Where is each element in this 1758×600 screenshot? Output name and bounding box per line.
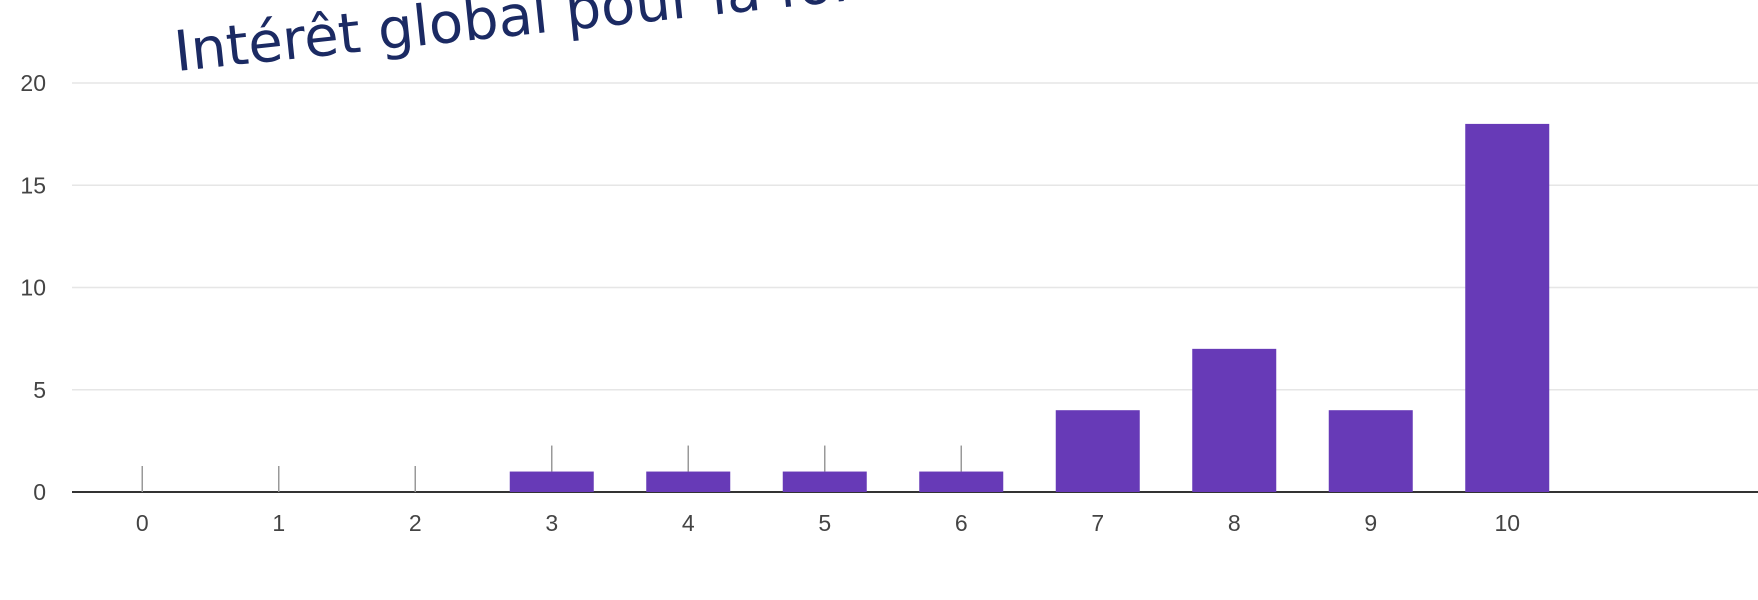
- y-tick-label: 20: [20, 70, 46, 96]
- x-tick-label: 10: [1494, 510, 1520, 536]
- x-tick-label: 5: [818, 510, 831, 536]
- bar: [919, 471, 1004, 492]
- bar: [646, 471, 731, 492]
- y-tick-label: 10: [20, 275, 46, 301]
- x-tick-label: 1: [272, 510, 285, 536]
- bar: [1465, 123, 1550, 493]
- x-tick-label: 8: [1228, 510, 1241, 536]
- value-label: 4 (10, 8 %): [0, 126, 79, 143]
- x-tick-label: 2: [409, 510, 422, 536]
- y-tick-label: 15: [20, 172, 46, 198]
- value-label: 7 (18, 9 %): [0, 144, 79, 161]
- bar: [509, 471, 594, 492]
- x-tick-label: 9: [1364, 510, 1377, 536]
- bar: [1192, 348, 1277, 492]
- x-tick-label: 7: [1091, 510, 1104, 536]
- y-tick-label: 0: [33, 479, 46, 505]
- y-tick-label: 5: [33, 377, 46, 403]
- bar: [1055, 410, 1140, 492]
- value-label: 4 (10, 8 %): [0, 162, 79, 179]
- x-tick-label: 0: [136, 510, 149, 536]
- bar: [782, 471, 867, 492]
- x-tick-label: 4: [682, 510, 695, 536]
- x-tick-label: 3: [545, 510, 558, 536]
- value-label: 18 ( 48, 6 %): [0, 180, 92, 197]
- x-tick-label: 6: [955, 510, 968, 536]
- bar: [1328, 410, 1413, 492]
